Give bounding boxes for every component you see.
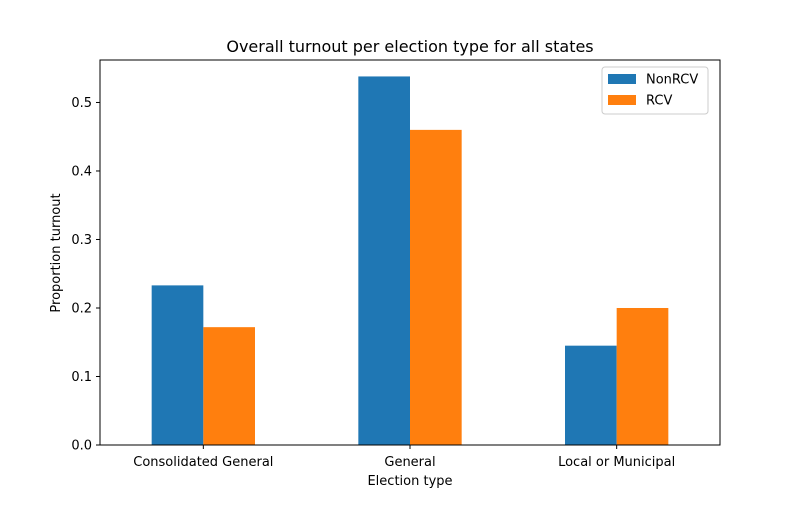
x-tick-label-2: Local or Municipal [558, 455, 675, 470]
legend: NonRCV RCV [601, 66, 709, 115]
x-axis-label: Election type [367, 474, 452, 489]
chart-title: Overall turnout per election type for al… [226, 37, 593, 56]
y-tick-label-0: 0.0 [71, 439, 92, 454]
bars-layer [151, 76, 669, 446]
y-axis-label: Proportion turnout [49, 193, 64, 312]
bar-nonrcv-1 [358, 76, 410, 445]
legend-label-rcv: RCV [646, 94, 672, 109]
y-tick-label-5: 0.5 [71, 96, 92, 111]
bar-rcv-1 [410, 129, 462, 446]
y-tick-label-4: 0.4 [71, 164, 92, 179]
legend-swatch-rcv [608, 95, 636, 105]
x-tick-label-1: General [384, 455, 435, 470]
y-tick-label-2: 0.2 [71, 301, 92, 316]
bar-rcv-0 [203, 327, 255, 445]
legend-label-nonrcv: NonRCV [646, 73, 698, 88]
y-tick-label-3: 0.3 [71, 233, 92, 248]
legend-swatch-nonrcv [608, 74, 636, 84]
bar-nonrcv-0 [151, 285, 204, 445]
bar-rcv-2 [616, 307, 669, 445]
y-tick-label-1: 0.1 [71, 370, 92, 385]
bar-nonrcv-2 [565, 345, 617, 445]
axes-layer: 0.0 0.1 0.2 0.3 0.4 0.5 Consolidated General Ge… [71, 59, 721, 470]
x-tick-label-0: Consolidated General [133, 455, 273, 470]
